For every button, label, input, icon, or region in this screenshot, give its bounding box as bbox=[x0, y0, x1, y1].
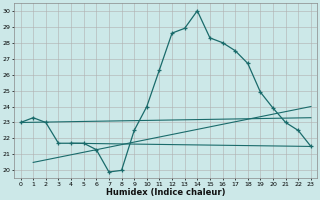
X-axis label: Humidex (Indice chaleur): Humidex (Indice chaleur) bbox=[106, 188, 226, 197]
